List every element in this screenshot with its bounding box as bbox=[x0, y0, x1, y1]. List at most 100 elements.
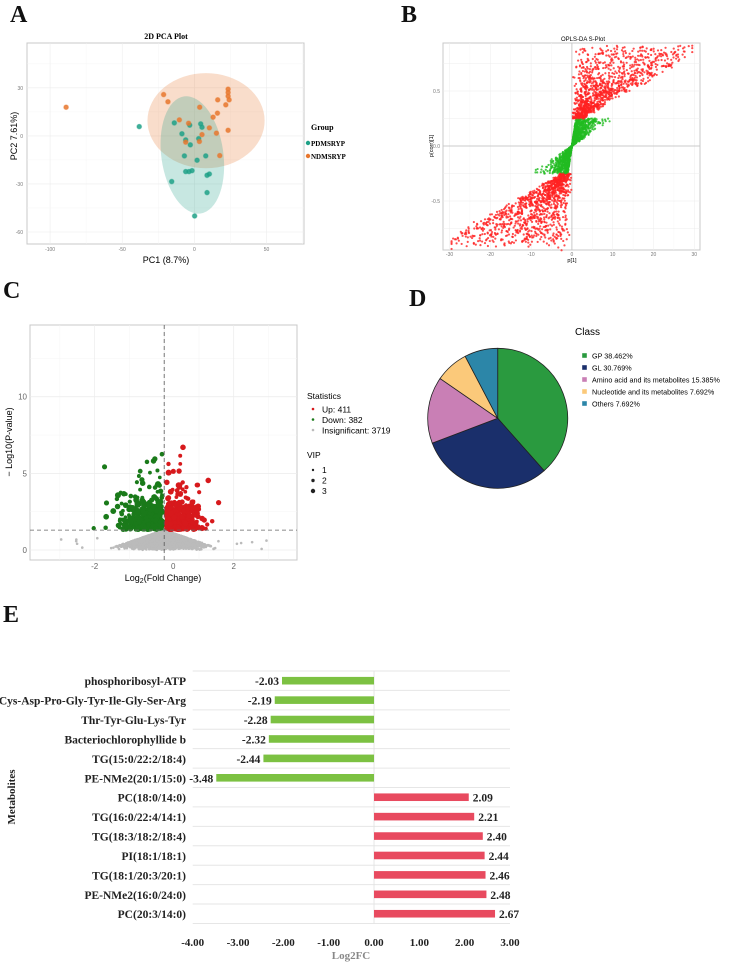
significant-point bbox=[593, 55, 596, 58]
significant-point bbox=[643, 71, 646, 74]
data-point-ndmsryp bbox=[206, 124, 213, 131]
significant-point bbox=[530, 220, 534, 223]
significant-point bbox=[503, 242, 506, 245]
significant-point bbox=[556, 199, 559, 202]
significant-point bbox=[584, 97, 587, 100]
significant-point bbox=[533, 196, 536, 199]
significant-point bbox=[500, 214, 504, 217]
significant-point bbox=[566, 231, 569, 234]
significant-point bbox=[555, 236, 558, 239]
nonsignificant-point bbox=[558, 156, 562, 159]
significant-point bbox=[599, 91, 602, 94]
nonsignificant-point bbox=[548, 171, 551, 175]
significant-point bbox=[551, 199, 554, 202]
nonsignificant-point bbox=[579, 122, 582, 125]
significant-point bbox=[547, 197, 550, 201]
significant-point bbox=[520, 211, 523, 215]
significant-point bbox=[603, 86, 606, 89]
significant-point bbox=[596, 103, 599, 106]
significant-point bbox=[620, 83, 623, 86]
significant-point bbox=[594, 60, 597, 63]
nonsignificant-point bbox=[550, 158, 553, 161]
significant-point bbox=[691, 47, 694, 50]
significant-point bbox=[565, 238, 568, 241]
insignificant-point bbox=[265, 539, 268, 542]
significant-point bbox=[629, 78, 632, 81]
significant-point bbox=[567, 185, 570, 188]
significant-point bbox=[539, 230, 542, 233]
significant-point bbox=[573, 84, 576, 87]
significant-point bbox=[579, 88, 582, 91]
nonsignificant-point bbox=[569, 146, 572, 150]
significant-point bbox=[592, 80, 595, 83]
significant-point bbox=[671, 61, 674, 64]
significant-point bbox=[559, 187, 563, 190]
significant-point bbox=[634, 58, 637, 62]
significant-point bbox=[584, 93, 587, 96]
significant-point bbox=[666, 62, 669, 65]
significant-point bbox=[518, 203, 521, 206]
significant-point bbox=[587, 77, 591, 81]
significant-point bbox=[575, 102, 578, 105]
data-point-ndmsryp bbox=[216, 152, 223, 159]
significant-point bbox=[584, 76, 588, 80]
significant-point bbox=[510, 208, 513, 211]
y-tick-label: -0.5 bbox=[431, 199, 440, 205]
significant-point bbox=[535, 227, 538, 230]
significant-point bbox=[527, 214, 530, 217]
significant-point bbox=[557, 183, 560, 186]
significant-point bbox=[631, 49, 634, 53]
significant-point bbox=[503, 244, 506, 247]
significant-point bbox=[541, 232, 544, 235]
significant-point bbox=[564, 181, 567, 184]
significant-point bbox=[586, 71, 589, 74]
significant-point bbox=[555, 226, 558, 229]
significant-point bbox=[566, 178, 569, 181]
significant-point bbox=[576, 110, 579, 113]
nonsignificant-point bbox=[569, 148, 572, 152]
significant-point bbox=[636, 82, 640, 85]
significant-point bbox=[495, 217, 498, 220]
significant-point bbox=[552, 238, 555, 241]
significant-point bbox=[584, 74, 587, 77]
data-point-ndmsryp bbox=[165, 98, 171, 105]
data-point-ndmsryp bbox=[222, 101, 229, 108]
significant-point bbox=[683, 50, 686, 53]
significant-point bbox=[609, 68, 612, 71]
significant-point bbox=[584, 49, 587, 52]
significant-point bbox=[535, 190, 538, 194]
significant-point bbox=[556, 220, 559, 223]
significant-point bbox=[623, 70, 626, 73]
significant-point bbox=[591, 46, 594, 49]
nonsignificant-point bbox=[590, 117, 594, 120]
significant-point bbox=[625, 61, 628, 64]
significant-point bbox=[610, 87, 613, 90]
data-point-ndmsryp bbox=[182, 139, 189, 146]
significant-point bbox=[552, 221, 555, 224]
significant-point bbox=[582, 109, 585, 112]
significant-point bbox=[614, 96, 617, 99]
significant-point bbox=[691, 50, 694, 54]
significant-point bbox=[557, 222, 560, 225]
significant-point bbox=[521, 195, 524, 198]
significant-point bbox=[626, 85, 629, 88]
significant-point bbox=[455, 242, 458, 245]
significant-point bbox=[607, 88, 610, 91]
significant-point bbox=[612, 53, 616, 56]
significant-point bbox=[585, 65, 589, 69]
significant-point bbox=[588, 88, 591, 92]
significant-point bbox=[489, 233, 493, 236]
nonsignificant-point bbox=[566, 170, 569, 173]
significant-point bbox=[563, 174, 566, 177]
significant-point bbox=[533, 211, 536, 214]
insignificant-point bbox=[235, 542, 239, 546]
significant-point bbox=[583, 104, 586, 107]
significant-point bbox=[620, 49, 624, 52]
nonsignificant-point bbox=[567, 160, 571, 163]
significant-point bbox=[471, 234, 474, 237]
significant-point bbox=[533, 200, 536, 203]
significant-point bbox=[585, 115, 588, 118]
significant-point bbox=[600, 105, 603, 108]
significant-point bbox=[537, 233, 540, 236]
significant-point bbox=[558, 179, 561, 182]
